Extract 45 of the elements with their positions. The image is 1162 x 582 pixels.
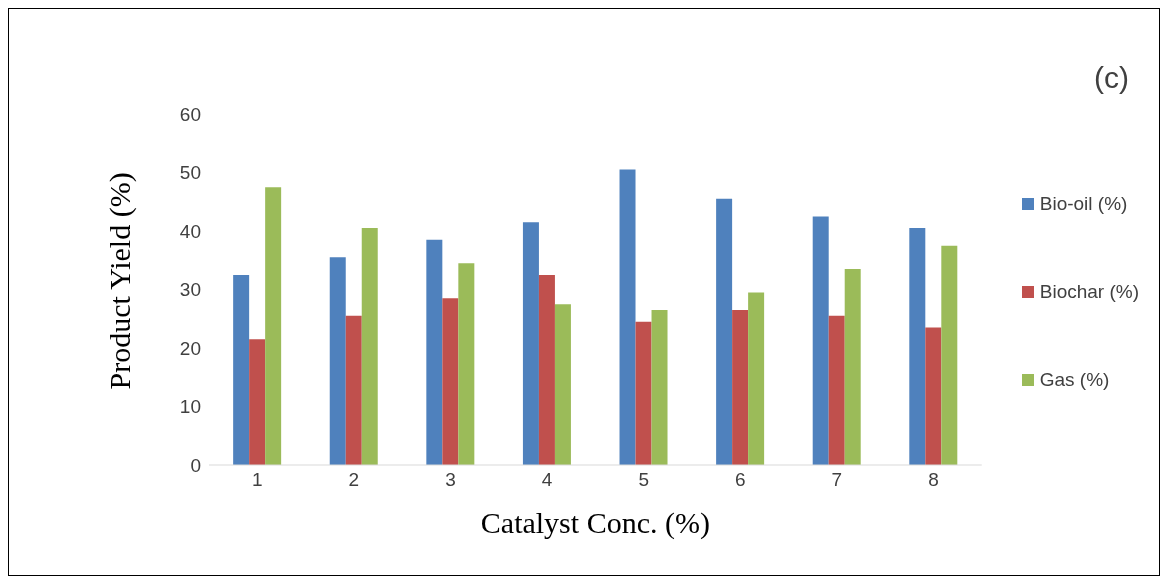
bar	[522, 222, 539, 465]
bar	[458, 263, 475, 465]
bar	[345, 315, 362, 465]
bar	[233, 274, 250, 465]
bar	[635, 321, 652, 465]
bar	[329, 257, 346, 465]
y-tick-label: 30	[179, 279, 201, 301]
x-tick-label: 7	[831, 469, 843, 491]
x-tick-label: 8	[928, 469, 939, 491]
bar	[361, 228, 378, 465]
bar	[716, 198, 733, 465]
bar	[925, 327, 942, 465]
bar	[442, 298, 459, 465]
x-tick-label: 2	[348, 469, 360, 491]
y-axis-title: Product Yield (%)	[102, 172, 137, 390]
legend-label: Biochar (%)	[1039, 281, 1139, 303]
x-tick-label: 4	[541, 469, 553, 491]
y-tick-label: 0	[190, 454, 201, 476]
y-tick-label: 10	[179, 396, 201, 418]
y-tick-label: 20	[179, 337, 201, 359]
bar	[538, 274, 555, 465]
y-tick-label: 40	[179, 220, 201, 242]
x-tick-label: 6	[734, 469, 746, 491]
bar	[651, 309, 668, 465]
y-tick-label: 50	[179, 162, 201, 184]
bar	[828, 315, 845, 465]
bar	[265, 187, 282, 465]
y-tick-label: 60	[179, 103, 201, 125]
text: (c)	[1094, 61, 1129, 95]
bar	[909, 228, 926, 465]
x-tick-label: 1	[252, 469, 263, 491]
bar	[941, 245, 958, 465]
x-tick-label: 5	[638, 469, 649, 491]
bar	[732, 309, 749, 465]
bar	[249, 339, 266, 465]
bar	[748, 292, 765, 465]
x-tick-label: 3	[445, 469, 456, 491]
legend-label: Gas (%)	[1039, 369, 1110, 391]
legend-label: Bio-oil (%)	[1039, 193, 1128, 215]
bar	[844, 269, 861, 465]
x-axis-title: Catalyst Conc. (%)	[480, 506, 710, 540]
bar	[426, 239, 443, 465]
bar	[554, 304, 571, 465]
bar	[619, 169, 636, 465]
bar	[812, 216, 829, 465]
